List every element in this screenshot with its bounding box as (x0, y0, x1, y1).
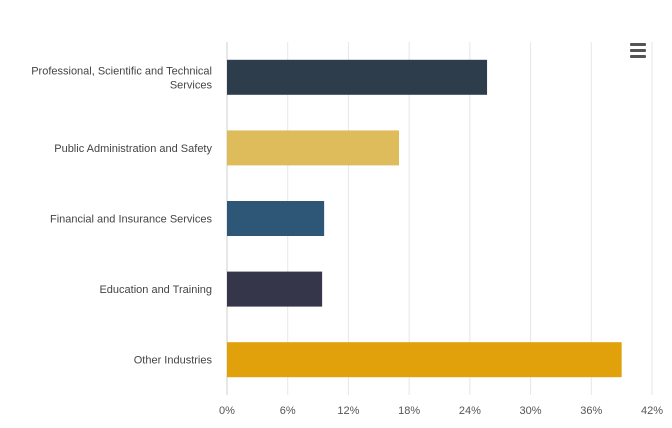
x-tick-label: 0% (219, 405, 235, 417)
bars (227, 59, 622, 378)
x-tick-label: 36% (580, 405, 602, 417)
x-tick-labels: 0% 6% 12% 18% 24% 30% 36% 42% (219, 405, 663, 417)
bar (227, 59, 488, 95)
bar (227, 342, 622, 378)
category-label: Other Industries (134, 355, 213, 367)
x-tick-label: 6% (280, 405, 296, 417)
x-tick-label: 42% (641, 405, 663, 417)
x-tick-label: 12% (337, 405, 359, 417)
category-label: Education and Training (99, 284, 212, 296)
x-tick-label: 24% (459, 405, 481, 417)
bar (227, 201, 325, 236)
x-tick-label: 18% (398, 405, 420, 417)
x-tick-label: 30% (520, 405, 542, 417)
category-labels: Professional, Scientific and Technical Se… (31, 65, 212, 366)
category-label: Financial and Insurance Services (50, 214, 213, 226)
grid-lines (226, 42, 653, 395)
category-label: Public Administration and Safety (54, 143, 212, 155)
category-label: Professional, Scientific and Technical (31, 65, 212, 77)
category-label: Services (170, 79, 213, 91)
hamburger-menu-icon[interactable] (628, 43, 652, 63)
bar (227, 130, 400, 166)
bar (227, 271, 323, 307)
